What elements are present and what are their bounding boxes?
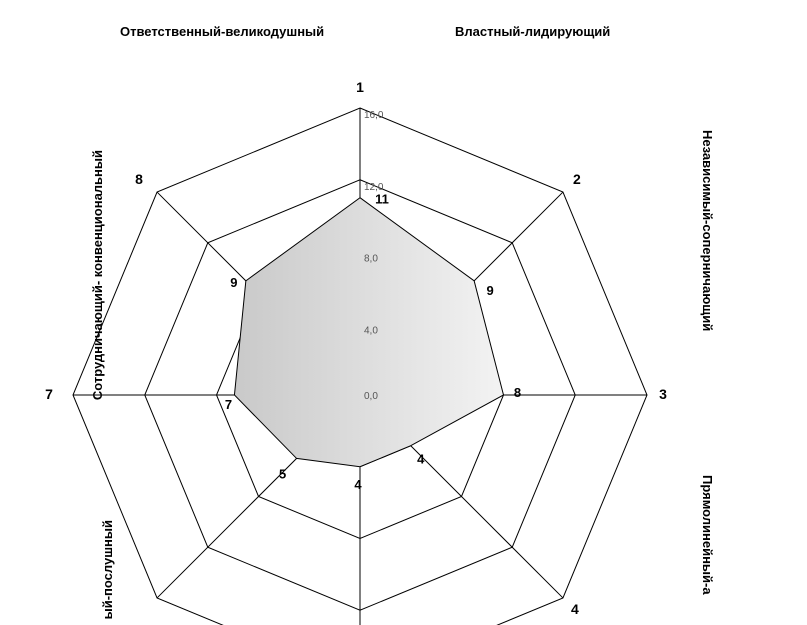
spoke-number-4: 4 [571, 601, 579, 617]
data-value-label-6: 5 [279, 466, 286, 481]
spoke-number-2: 2 [573, 171, 581, 187]
axis-tick: 8,0 [364, 254, 378, 265]
category-label-left-upper: Сотрудничающий- конвенциональный [90, 150, 105, 400]
axis-tick: 16,0 [364, 110, 384, 121]
category-label-right-lower: Прямолинейный-а [700, 475, 715, 595]
data-value-label-3: 8 [514, 385, 521, 400]
spoke-number-1: 1 [356, 79, 364, 95]
radar-chart-container: Ответственный-великодушный Властный-лиди… [0, 0, 807, 625]
data-value-label-1: 11 [375, 192, 389, 207]
data-value-label-8: 9 [230, 275, 237, 290]
axis-tick: 4,0 [364, 325, 378, 336]
data-value-label-2: 9 [487, 283, 494, 298]
category-label-right-upper: Независимый-соперничающий [700, 130, 715, 331]
spoke-number-7: 7 [45, 386, 53, 402]
spoke-number-3: 3 [659, 386, 667, 402]
category-label-left-lower: ый-послушный [100, 520, 115, 619]
axis-tick-0: 0,0 [364, 391, 378, 402]
spoke-number-8: 8 [135, 171, 143, 187]
data-value-label-5: 4 [354, 477, 362, 492]
data-value-label-7: 7 [225, 397, 232, 412]
category-label-top-left: Ответственный-великодушный [120, 24, 324, 39]
radar-chart-svg: 0,04,08,012,016,0123478119844579 [0, 0, 807, 625]
category-label-top-right: Властный-лидирующий [455, 24, 610, 39]
data-value-label-4: 4 [417, 452, 425, 467]
